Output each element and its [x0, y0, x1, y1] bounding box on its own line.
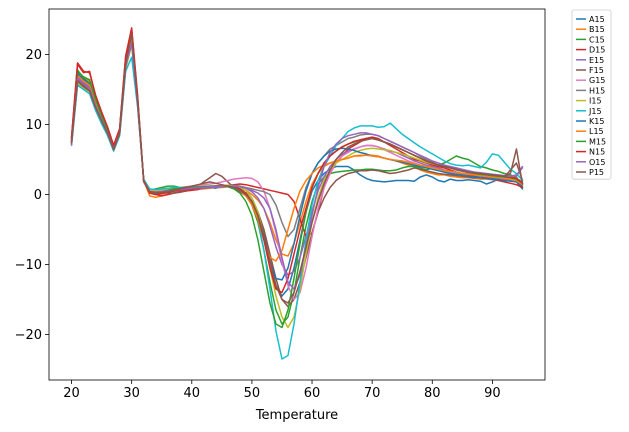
series-line-p15 — [70, 32, 524, 304]
legend-label: H15 — [589, 86, 605, 95]
x-tick-label: 40 — [184, 386, 201, 401]
legend-label: F15 — [589, 66, 604, 75]
legend-label: L15 — [589, 127, 604, 136]
x-tick-label: 90 — [484, 386, 501, 401]
y-tick-label: 20 — [25, 48, 42, 63]
x-tick-label: 70 — [364, 386, 381, 401]
series-lines — [70, 27, 524, 360]
y-tick-label: −10 — [15, 258, 42, 273]
x-tick-label: 50 — [244, 386, 261, 401]
x-axis-title: Temperature — [255, 408, 338, 423]
series-line-b15 — [70, 36, 524, 257]
x-tick-label: 60 — [304, 386, 321, 401]
y-tick-label: 0 — [34, 188, 42, 203]
legend-label: C15 — [589, 35, 605, 44]
legend-box — [571, 9, 612, 180]
series-line-h15 — [70, 35, 524, 238]
y-tick-label: 10 — [25, 118, 42, 133]
legend-label: K15 — [589, 117, 604, 126]
tick-layer: 20 30 40 50 60 70 80 90 −20 −10 0 10 20 — [15, 48, 501, 401]
y-tick-label: −20 — [15, 328, 42, 343]
legend-label: M15 — [589, 137, 606, 146]
legend-label: A15 — [589, 15, 605, 24]
legend-label: E15 — [589, 56, 604, 65]
legend-label: J15 — [588, 107, 602, 116]
legend-label: P15 — [589, 168, 604, 177]
legend-label: D15 — [589, 46, 605, 55]
x-tick-label: 30 — [123, 386, 140, 401]
series-line-i15 — [70, 43, 524, 329]
legend-label: N15 — [589, 148, 605, 157]
legend-label: G15 — [589, 76, 605, 85]
plot-frame — [48, 8, 546, 381]
x-tick-label: 20 — [63, 386, 80, 401]
x-tick-label: 80 — [424, 386, 441, 401]
legend-label: B15 — [589, 25, 605, 34]
legend-label: O15 — [589, 158, 605, 167]
series-line-j15 — [70, 56, 524, 360]
legend-label: I15 — [589, 97, 602, 106]
